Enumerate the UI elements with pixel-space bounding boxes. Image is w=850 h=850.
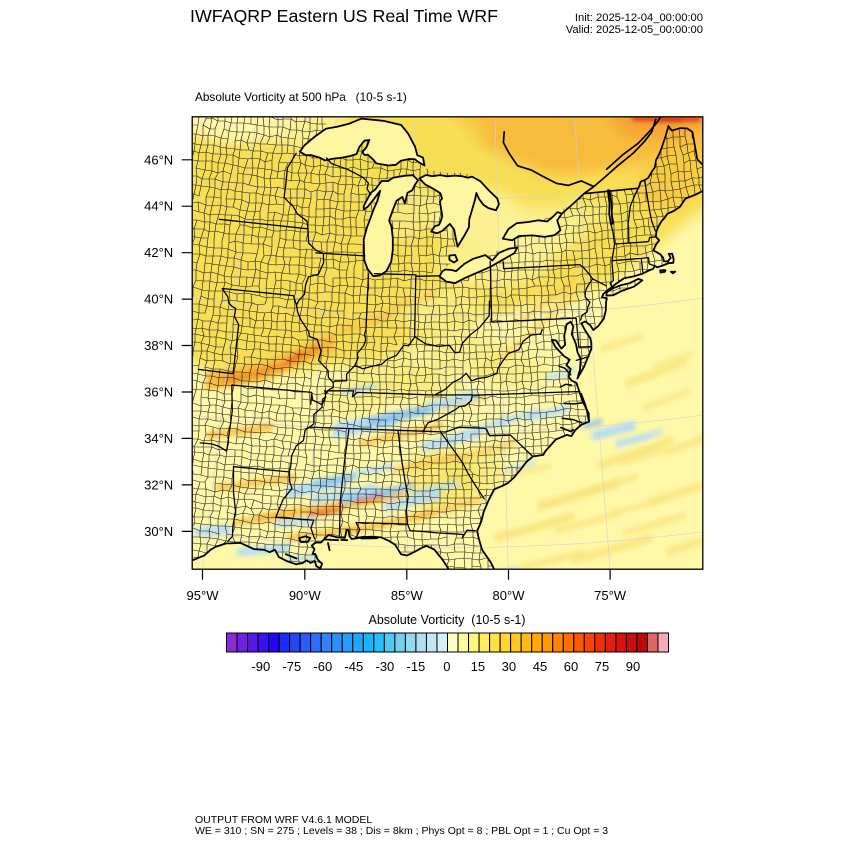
svg-text:90°W: 90°W — [289, 588, 322, 603]
svg-text:0: 0 — [443, 659, 450, 674]
svg-text:45: 45 — [533, 659, 547, 674]
svg-text:38°N: 38°N — [144, 338, 173, 353]
svg-text:75°W: 75°W — [594, 588, 627, 603]
svg-text:36°N: 36°N — [144, 385, 173, 400]
svg-text:Absolute Vorticity (10-5 s-1): Absolute Vorticity (10-5 s-1) — [368, 613, 525, 627]
svg-text:60: 60 — [564, 659, 578, 674]
svg-text:42°N: 42°N — [144, 245, 173, 260]
svg-text:15: 15 — [471, 659, 485, 674]
svg-text:-90: -90 — [251, 659, 270, 674]
svg-text:30°N: 30°N — [144, 524, 173, 539]
svg-text:90: 90 — [626, 659, 640, 674]
svg-text:30: 30 — [502, 659, 516, 674]
svg-text:80°W: 80°W — [493, 588, 526, 603]
svg-text:-45: -45 — [344, 659, 363, 674]
svg-text:75: 75 — [595, 659, 609, 674]
svg-text:-60: -60 — [313, 659, 332, 674]
svg-text:-30: -30 — [376, 659, 395, 674]
svg-text:32°N: 32°N — [144, 477, 173, 492]
svg-text:44°N: 44°N — [144, 199, 173, 214]
svg-text:95°W: 95°W — [187, 588, 220, 603]
svg-text:-75: -75 — [282, 659, 301, 674]
svg-text:40°N: 40°N — [144, 292, 173, 307]
svg-text:-15: -15 — [407, 659, 426, 674]
svg-text:34°N: 34°N — [144, 431, 173, 446]
svg-text:46°N: 46°N — [144, 152, 173, 167]
svg-text:85°W: 85°W — [391, 588, 424, 603]
